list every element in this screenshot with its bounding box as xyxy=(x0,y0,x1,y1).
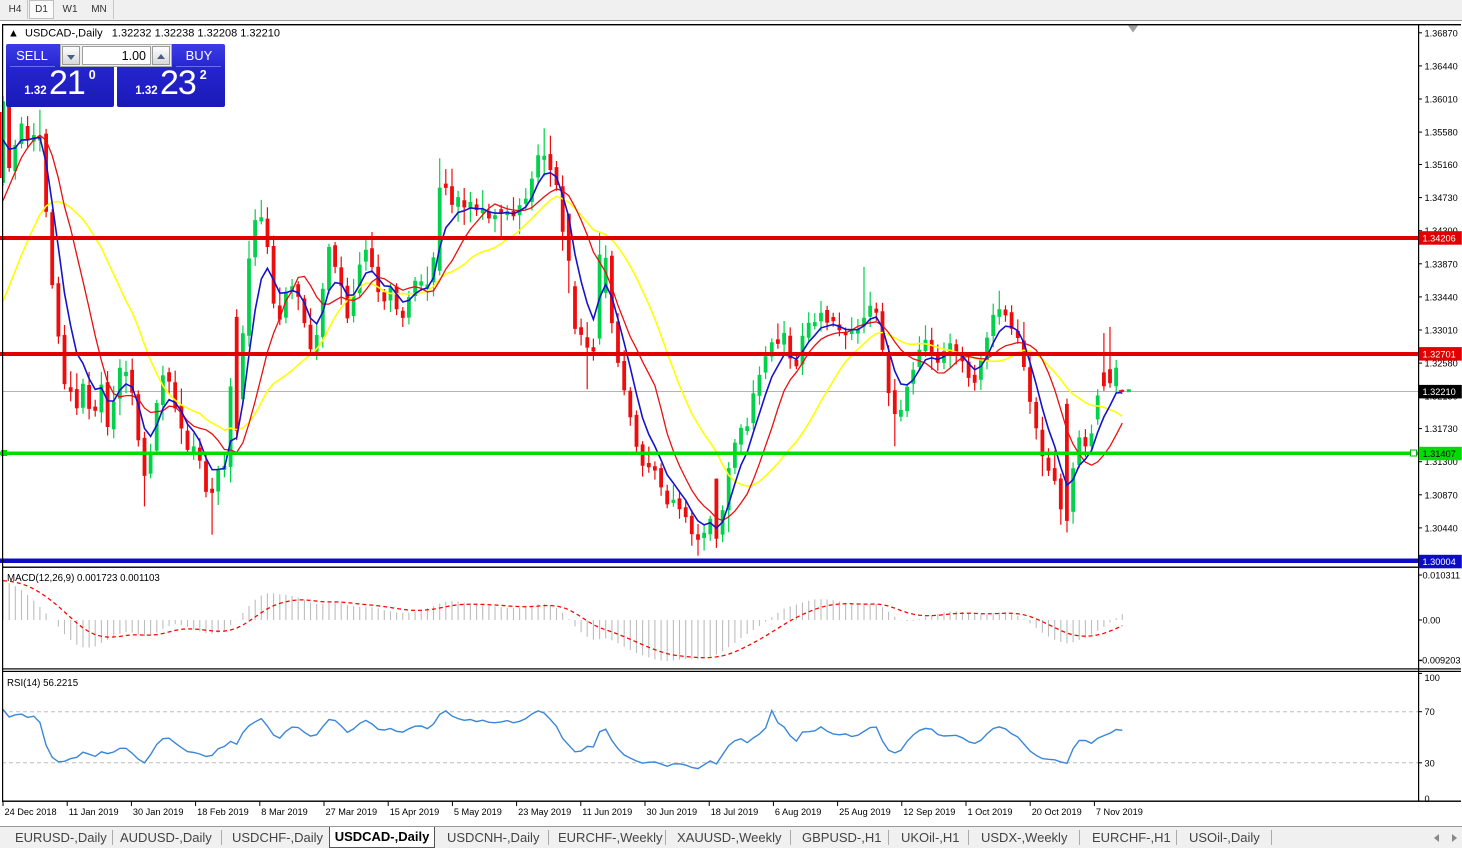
svg-text:0.010311: 0.010311 xyxy=(1423,571,1461,581)
svg-text:7 Nov 2019: 7 Nov 2019 xyxy=(1096,807,1143,817)
svg-text:0.00: 0.00 xyxy=(1423,616,1441,626)
svg-text:30 Jun 2019: 30 Jun 2019 xyxy=(647,807,698,817)
svg-text:70: 70 xyxy=(1425,707,1435,717)
svg-text:1.31407: 1.31407 xyxy=(1423,449,1456,459)
svg-text:23 May 2019: 23 May 2019 xyxy=(518,807,571,817)
svg-text:1.31730: 1.31730 xyxy=(1425,424,1458,434)
svg-text:18 Feb 2019: 18 Feb 2019 xyxy=(197,807,249,817)
svg-text:12 Sep 2019: 12 Sep 2019 xyxy=(903,807,955,817)
svg-text:1.36870: 1.36870 xyxy=(1425,28,1458,38)
svg-text:1.32701: 1.32701 xyxy=(1423,349,1456,359)
svg-text:1.30870: 1.30870 xyxy=(1425,490,1458,500)
svg-text:1.35160: 1.35160 xyxy=(1425,160,1458,170)
svg-text:0: 0 xyxy=(1425,794,1430,804)
svg-text:1.33440: 1.33440 xyxy=(1425,292,1458,302)
svg-text:18 Jul 2019: 18 Jul 2019 xyxy=(711,807,759,817)
svg-text:27 Mar 2019: 27 Mar 2019 xyxy=(326,807,378,817)
svg-text:1.33010: 1.33010 xyxy=(1425,326,1458,336)
svg-text:1.32210: 1.32210 xyxy=(1423,387,1456,397)
svg-text:20 Oct 2019: 20 Oct 2019 xyxy=(1032,807,1082,817)
svg-text:30: 30 xyxy=(1425,758,1435,768)
svg-text:1.30004: 1.30004 xyxy=(1423,557,1456,567)
svg-text:25 Aug 2019: 25 Aug 2019 xyxy=(839,807,891,817)
svg-text:1.30440: 1.30440 xyxy=(1425,523,1458,533)
svg-text:1.34730: 1.34730 xyxy=(1425,193,1458,203)
svg-text:-0.009203: -0.009203 xyxy=(1419,656,1460,666)
svg-text:5 May 2019: 5 May 2019 xyxy=(454,807,502,817)
svg-text:100: 100 xyxy=(1425,673,1440,683)
svg-text:24 Dec 2018: 24 Dec 2018 xyxy=(5,807,57,817)
svg-text:1.33870: 1.33870 xyxy=(1425,259,1458,269)
svg-text:1.36010: 1.36010 xyxy=(1425,95,1458,105)
svg-text:11 Jun 2019: 11 Jun 2019 xyxy=(582,807,632,817)
svg-text:1.31300: 1.31300 xyxy=(1425,457,1458,467)
svg-text:6 Aug 2019: 6 Aug 2019 xyxy=(775,807,822,817)
svg-text:1.36440: 1.36440 xyxy=(1425,61,1458,71)
svg-text:RSI(14) 56.2215: RSI(14) 56.2215 xyxy=(7,678,78,689)
svg-text:MACD(12,26,9) 0.001723 0.00110: MACD(12,26,9) 0.001723 0.001103 xyxy=(7,573,160,584)
svg-text:1.35580: 1.35580 xyxy=(1425,128,1458,138)
svg-text:30 Jan 2019: 30 Jan 2019 xyxy=(133,807,184,817)
svg-text:▲ USDCAD-,Daily 1.32232 1.3: ▲ USDCAD-,Daily 1.32232 1.32238 1.32208 … xyxy=(8,28,280,40)
svg-text:1 Oct 2019: 1 Oct 2019 xyxy=(968,807,1013,817)
svg-text:15 Apr 2019: 15 Apr 2019 xyxy=(390,807,440,817)
svg-text:1.34206: 1.34206 xyxy=(1423,233,1456,243)
svg-text:11 Jan 2019: 11 Jan 2019 xyxy=(69,807,119,817)
svg-text:8 Mar 2019: 8 Mar 2019 xyxy=(261,807,307,817)
svg-text:1.32580: 1.32580 xyxy=(1425,359,1458,369)
